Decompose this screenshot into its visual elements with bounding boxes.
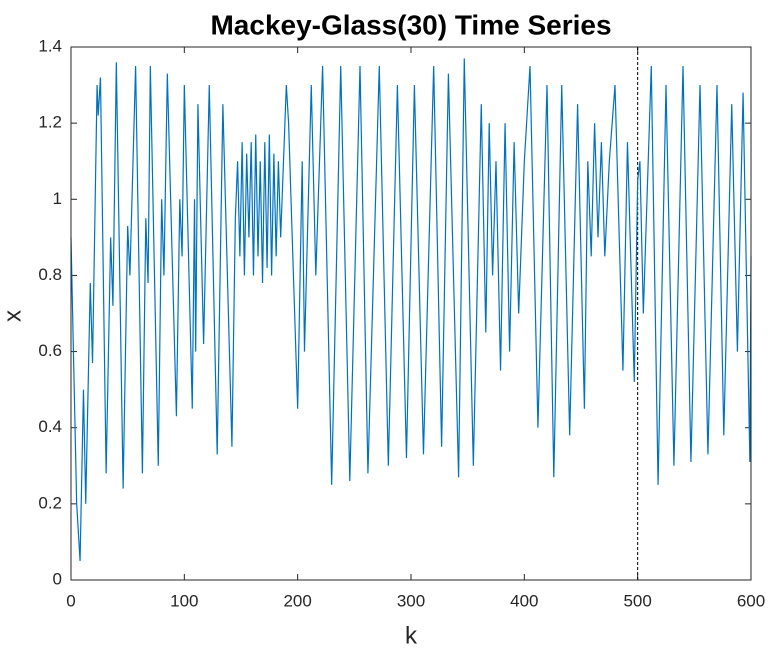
- y-tick-label: 0.6: [38, 341, 62, 360]
- x-axis-label: k: [405, 622, 418, 649]
- x-tick-label: 500: [623, 591, 651, 610]
- x-tick-label: 400: [510, 591, 538, 610]
- y-tick-label: 1.2: [38, 113, 62, 132]
- y-tick-label: 0.4: [38, 417, 62, 436]
- y-axis-label: x: [0, 310, 26, 322]
- x-tick-label: 100: [170, 591, 198, 610]
- y-tick-label: 0: [53, 569, 62, 588]
- data-line: [70, 58, 752, 561]
- y-tick-label: 1: [53, 189, 62, 208]
- y-tick-label: 0.8: [38, 265, 62, 284]
- x-tick-label: 200: [283, 591, 311, 610]
- x-tick-label: 600: [737, 591, 765, 610]
- x-tick-label: 0: [66, 591, 75, 610]
- y-tick-label: 0.2: [38, 493, 62, 512]
- x-tick-label: 300: [397, 591, 425, 610]
- plot-frame: [70, 46, 752, 581]
- chart-title: Mackey-Glass(30) Time Series: [210, 9, 611, 40]
- y-tick-label: 1.4: [38, 36, 62, 55]
